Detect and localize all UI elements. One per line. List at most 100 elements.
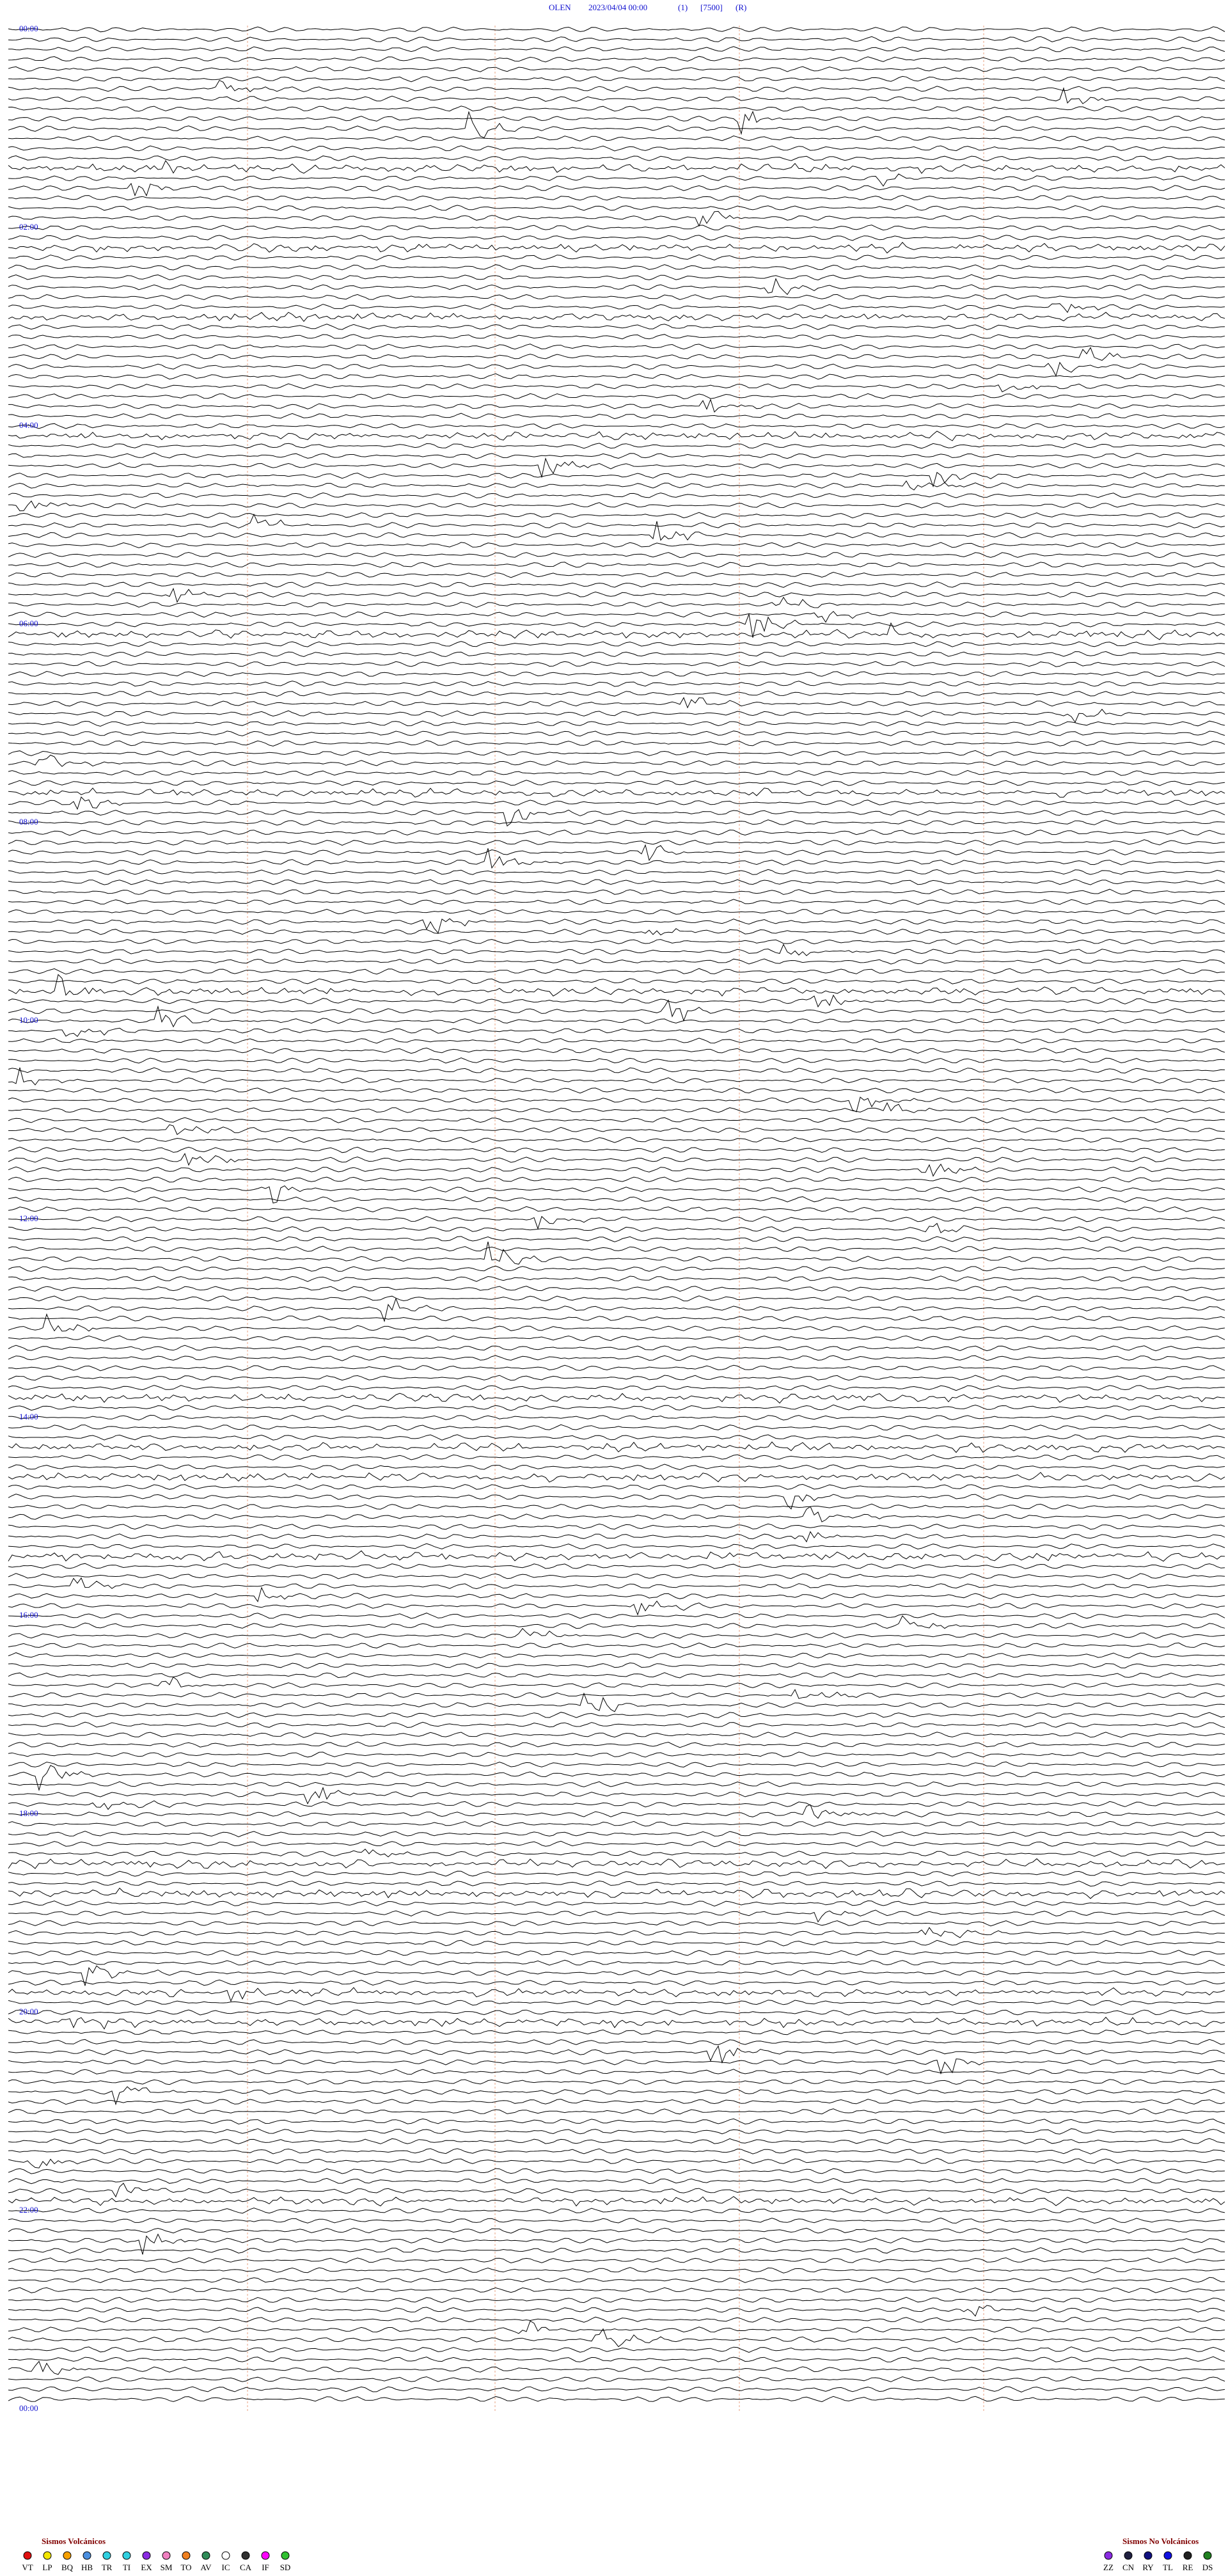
trace [8, 542, 1225, 548]
trace [8, 1434, 1225, 1441]
trace [8, 274, 1225, 281]
trace [8, 697, 1225, 709]
trace [8, 2328, 1225, 2348]
trace [8, 1236, 1225, 1242]
legend-code: LP [42, 2563, 52, 2572]
trace [8, 1494, 1225, 1510]
trace [8, 1441, 1225, 1453]
trace [8, 709, 1225, 723]
trace [8, 1005, 1225, 1028]
trace [8, 1900, 1225, 1907]
trace [8, 670, 1225, 677]
legend-dot [221, 2551, 230, 2560]
trace [8, 512, 1225, 519]
legend-code: IC [222, 2563, 230, 2572]
trace [8, 928, 1225, 936]
trace [8, 205, 1225, 211]
mode: (R) [736, 3, 746, 12]
trace [8, 731, 1225, 737]
trace [8, 1751, 1225, 1758]
trace [8, 1297, 1225, 1323]
trace [8, 2118, 1225, 2125]
legend-dot [43, 2551, 52, 2560]
trace [8, 994, 1225, 1008]
trace [8, 839, 1225, 846]
trace [8, 1464, 1225, 1471]
trace [8, 1506, 1225, 1522]
trace [8, 36, 1225, 43]
trace [8, 1543, 1225, 1550]
legend-dot [241, 2551, 250, 2560]
legend-code: CN [1122, 2563, 1135, 2572]
trace [8, 480, 1225, 491]
legend-code: IF [262, 2563, 269, 2572]
trace [8, 521, 1225, 541]
trace [8, 754, 1225, 767]
trace [8, 622, 1225, 640]
trace [8, 978, 1225, 984]
trace [8, 770, 1225, 776]
trace [8, 106, 1225, 112]
trace [8, 1163, 1225, 1177]
trace [8, 968, 1225, 975]
trace [8, 787, 1225, 798]
trace [8, 2360, 1225, 2375]
trace [8, 1067, 1225, 1086]
trace [8, 2079, 1225, 2085]
trace [8, 312, 1225, 322]
trace [8, 1887, 1225, 1899]
trace [8, 2168, 1225, 2174]
trace [8, 2029, 1225, 2035]
trace [8, 135, 1225, 141]
time-label: 22:00 [19, 2205, 38, 2215]
trace [8, 1781, 1225, 1787]
legend-code: TO [180, 2563, 191, 2572]
trace [8, 1563, 1225, 1569]
trace [8, 1241, 1225, 1265]
legend-dot [102, 2551, 111, 2560]
trace [8, 2177, 1225, 2185]
trace [8, 750, 1225, 757]
trace [8, 581, 1225, 588]
trace [8, 1355, 1225, 1361]
trace [8, 1523, 1225, 1530]
trace [8, 1940, 1225, 1947]
trace [8, 1732, 1225, 1738]
trace [8, 2386, 1225, 2392]
trace [8, 1573, 1225, 1579]
channel: (1) [678, 3, 688, 12]
minute-lines [247, 26, 984, 2412]
time-label: 00:00 [19, 2403, 38, 2413]
trace [8, 2257, 1225, 2264]
trace [8, 492, 1225, 498]
time-label: 00:00 [19, 24, 38, 33]
trace [8, 2086, 1225, 2106]
trace [8, 194, 1225, 201]
trace [8, 160, 1225, 174]
trace [8, 1137, 1225, 1143]
legend-code: TR [102, 2563, 113, 2572]
trace [8, 2356, 1225, 2362]
trace [8, 1804, 1225, 1819]
trace [8, 2208, 1225, 2214]
legend-code: RE [1183, 2563, 1193, 2572]
trace [8, 2396, 1225, 2403]
trace [8, 1124, 1225, 1135]
trace [8, 1176, 1225, 1183]
trace [8, 393, 1225, 400]
trace [8, 471, 1225, 488]
trace [8, 829, 1225, 836]
trace [8, 661, 1225, 667]
trace [8, 513, 1225, 528]
trace [8, 796, 1225, 810]
trace [8, 87, 1225, 104]
trace [8, 2108, 1225, 2115]
trace [8, 443, 1225, 449]
trace [8, 1663, 1225, 1669]
legend-dot [1163, 2551, 1172, 2560]
trace [8, 869, 1225, 876]
trace [8, 1364, 1225, 1371]
trace [8, 1472, 1225, 1483]
trace [8, 373, 1225, 380]
